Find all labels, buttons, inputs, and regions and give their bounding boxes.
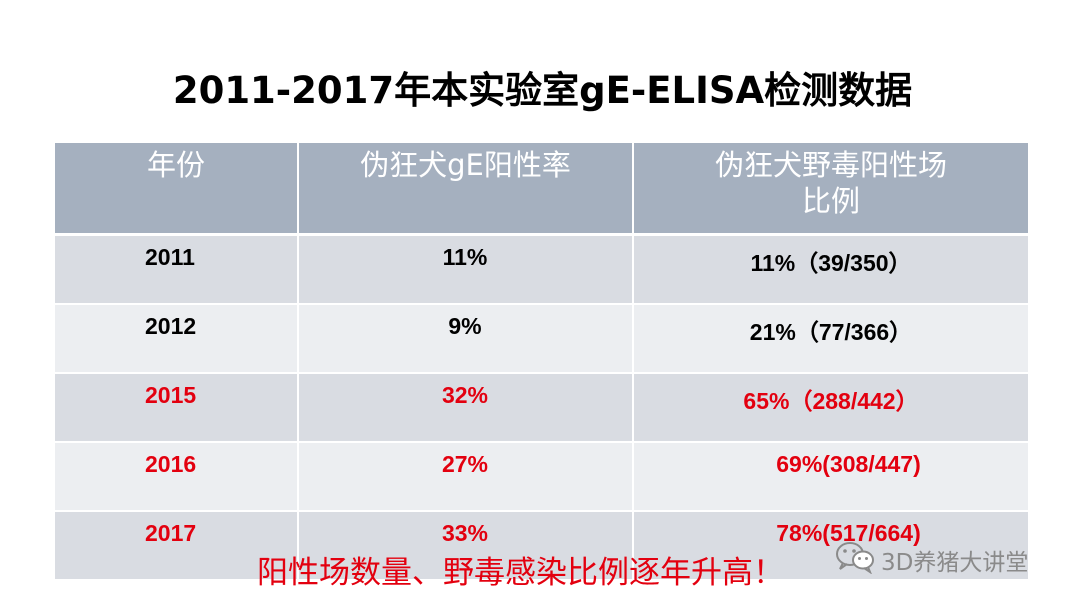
conclusion-text: 阳性场数量、野毒感染比例逐年升高！ [257, 555, 784, 591]
cell-ratio: 78%(517/664) [633, 511, 1028, 581]
data-table: 年份 伪狂犬gE阳性率 伪狂犬野毒阳性场 比例 2011 11% 11%（39/… [55, 143, 1028, 581]
table-row: 2011 11% 11%（39/350） [55, 234, 1028, 305]
header-ge-positive-rate: 伪狂犬gE阳性率 [298, 143, 634, 236]
cell-rate: 32% [298, 373, 634, 443]
table-row: 2012 9% 21%（77/366） [55, 304, 1028, 374]
cell-ratio: 11%（39/350） [633, 234, 1028, 305]
cell-rate: 11% [298, 234, 634, 305]
cell-ratio: 65%（288/442） [633, 373, 1028, 443]
header-wild-virus-farm-ratio: 伪狂犬野毒阳性场 比例 [633, 143, 1028, 236]
cell-ratio: 69%(308/447) [633, 442, 1028, 512]
wechat-icon [835, 540, 881, 580]
cell-rate: 9% [298, 304, 634, 374]
cell-rate: 33% [298, 511, 634, 581]
header-year: 年份 [55, 143, 299, 236]
cell-rate: 27% [298, 442, 634, 512]
cell-year: 2011 [55, 234, 299, 305]
table-row: 2015 32% 65%（288/442） [55, 373, 1028, 443]
cell-year: 2017 [55, 511, 299, 581]
table-row: 2017 33% 78%(517/664) [55, 511, 1028, 581]
cell-year: 2016 [55, 442, 299, 512]
cell-ratio: 21%（77/366） [633, 304, 1028, 374]
table-row: 2016 27% 69%(308/447) [55, 442, 1028, 512]
cell-year: 2015 [55, 373, 299, 443]
page-title: 2011-2017年本实验室gE-ELISA检测数据 [172, 69, 913, 112]
watermark: 3D养猪大讲堂 [835, 542, 1028, 578]
watermark-text: 3D养猪大讲堂 [881, 550, 1029, 576]
table-header-row: 年份 伪狂犬gE阳性率 伪狂犬野毒阳性场 比例 [55, 143, 1028, 236]
cell-year: 2012 [55, 304, 299, 374]
